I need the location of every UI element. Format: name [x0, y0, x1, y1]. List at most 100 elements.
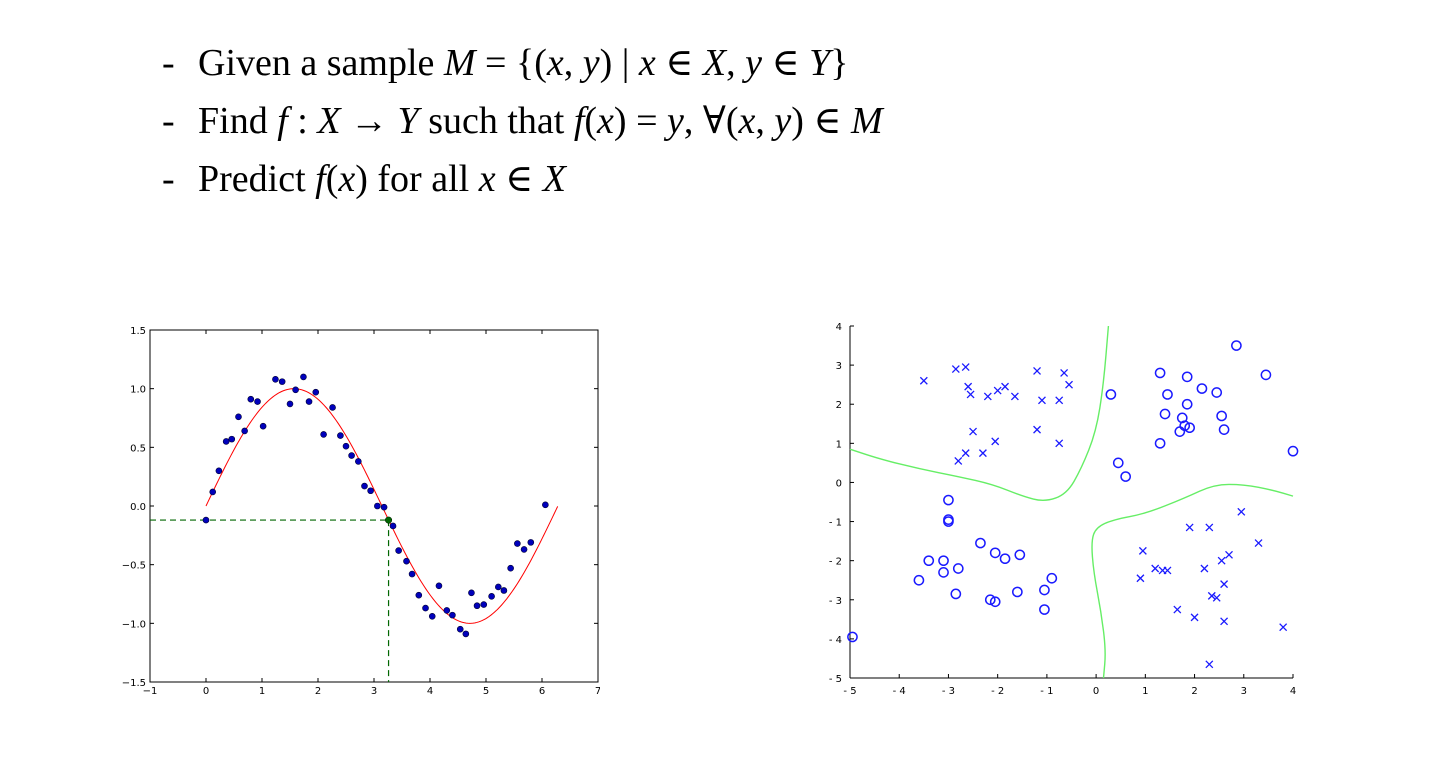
x-marker	[993, 386, 1002, 395]
x-tick-label: 4	[427, 686, 433, 697]
data-point	[473, 602, 481, 610]
x-marker	[1205, 523, 1214, 532]
math-symbol: M	[443, 42, 476, 84]
data-point	[367, 487, 374, 495]
x-marker	[1001, 382, 1010, 391]
x-tick-label: - 3	[942, 686, 955, 697]
x-marker	[983, 392, 992, 401]
y-tick-label: 0	[836, 478, 842, 489]
math-symbol: X	[317, 100, 341, 142]
data-point	[305, 398, 313, 405]
x-marker	[1254, 539, 1263, 548]
bullet-text: Given a sample	[198, 42, 444, 84]
o-marker	[1162, 389, 1173, 400]
decision-boundary	[849, 325, 1110, 502]
bullet-list: - Given a sample M = {(x, y) | x ∈ X, y ∈…	[162, 34, 883, 208]
x-marker	[1185, 523, 1194, 532]
decision-boundary	[1091, 483, 1294, 679]
o-marker	[1196, 383, 1208, 394]
math-symbol: x	[597, 100, 614, 142]
o-marker	[1112, 457, 1124, 469]
bullet-text: ,	[755, 100, 775, 142]
x-marker	[1220, 580, 1229, 589]
data-point	[468, 589, 475, 597]
data-point	[495, 583, 502, 591]
o-marker	[1218, 424, 1230, 435]
x-tick-label: 1	[259, 686, 265, 697]
o-marker	[1174, 426, 1186, 437]
o-marker	[938, 567, 949, 578]
data-point	[542, 501, 549, 509]
x-tick-label: 4	[1290, 686, 1296, 697]
x-marker	[1279, 623, 1288, 632]
o-marker	[952, 563, 964, 574]
x-marker	[1163, 566, 1172, 575]
bullet-text: (	[584, 100, 598, 142]
data-point	[228, 435, 236, 443]
o-marker	[847, 631, 858, 643]
x-marker	[1138, 546, 1147, 555]
y-tick-label: - 2	[829, 557, 842, 568]
bullet-dash: -	[162, 42, 175, 84]
math-symbol: y	[667, 100, 684, 142]
math-symbol: y	[774, 100, 792, 142]
x-marker	[1033, 425, 1042, 434]
data-point	[415, 591, 423, 599]
o-marker	[1039, 584, 1050, 596]
o-marker	[950, 588, 962, 600]
o-marker	[989, 547, 1001, 559]
o-marker	[1211, 387, 1223, 398]
data-point	[272, 375, 279, 383]
data-point	[443, 607, 451, 614]
data-point	[507, 564, 514, 572]
math-symbol: Y	[397, 100, 419, 142]
x-marker	[1173, 605, 1182, 614]
x-marker	[966, 390, 975, 399]
x-tick-label: - 1	[1040, 686, 1053, 697]
bullet-text: Predict	[198, 158, 316, 200]
x-marker	[969, 427, 978, 436]
x-tick-label: - 4	[893, 686, 906, 697]
x-marker	[1205, 660, 1214, 669]
o-marker	[938, 555, 949, 567]
data-point	[254, 398, 261, 405]
bullet-item: - Given a sample M = {(x, y) | x ∈ X, y ∈…	[162, 34, 883, 92]
x-marker	[1136, 574, 1145, 583]
x-tick-label: 7	[595, 686, 600, 697]
bullet-item: - Find f : X → Y such that f(x) = y, ∀(x,…	[162, 92, 883, 150]
data-point	[312, 388, 320, 396]
data-point	[403, 557, 410, 565]
classification-chart: - 5 - 4 - 3 - 2 - 1 0 1 2 3 4 4 3 2 1 0 - 1 - 2 - 3 - 4 - 5	[829, 322, 1299, 697]
data-point	[247, 395, 255, 403]
x-marker	[978, 449, 987, 458]
o-marker	[989, 596, 1001, 608]
math-symbol: f	[573, 100, 585, 142]
data-point	[278, 378, 286, 385]
math-symbol: x	[478, 158, 496, 200]
x-marker	[1033, 367, 1042, 375]
o-marker	[1039, 604, 1050, 615]
x-marker	[961, 449, 970, 458]
data-point	[320, 431, 327, 438]
o-marker	[1120, 471, 1131, 482]
x-marker	[1010, 392, 1019, 401]
y-tick-label: 1	[836, 439, 842, 450]
data-point	[500, 587, 508, 594]
data-point	[259, 422, 267, 430]
data-point	[300, 373, 307, 381]
o-marker	[913, 574, 925, 586]
x-marker	[919, 376, 928, 385]
bullet-text: ∈	[655, 42, 703, 84]
data-point	[527, 539, 535, 546]
math-symbol: y	[582, 42, 600, 84]
bullet-text: ) for all	[355, 158, 479, 200]
x-marker	[1237, 507, 1246, 516]
data-point	[514, 540, 521, 547]
bullet-text: ∈	[761, 42, 810, 84]
bullet-text: ,	[563, 42, 583, 84]
data-point	[202, 516, 210, 524]
bullet-text: ) |	[599, 42, 639, 84]
math-symbol: x	[738, 100, 756, 142]
x-tick-label: 3	[371, 686, 377, 697]
math-symbol: x	[638, 42, 656, 84]
